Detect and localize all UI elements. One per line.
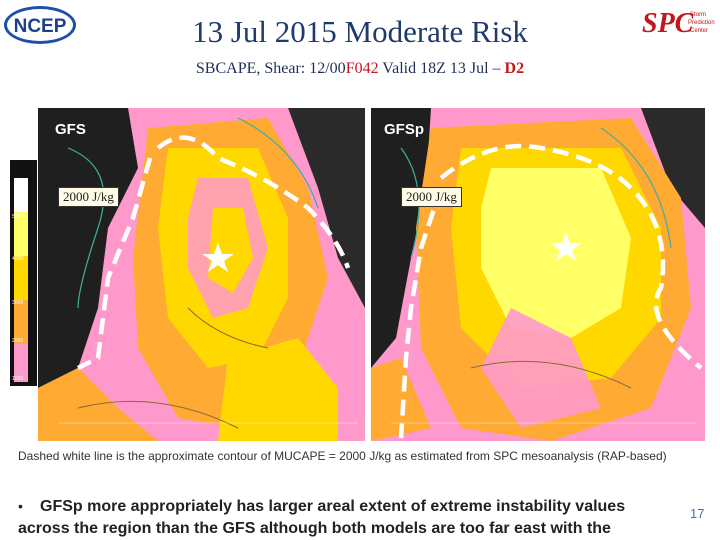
colorbar-segment-orange [14, 300, 28, 344]
svg-text:Storm: Storm [690, 12, 706, 18]
svg-text:Center: Center [690, 28, 708, 34]
subtitle-valid: Valid 18Z 13 Jul – [378, 60, 505, 77]
svg-text:Prediction: Prediction [688, 20, 715, 26]
ncep-logo-text: NCEP [14, 16, 67, 37]
colorbar-segment-pink [14, 344, 28, 382]
subtitle-forecast-hour: F042 [345, 60, 379, 77]
gfsp-map: GFSp 2000 J/kg [371, 108, 705, 441]
colorbar-segment-white [14, 178, 28, 212]
bullet-text: GFSp more appropriately has larger areal… [18, 496, 678, 540]
colorbar-tick: 4000 [12, 256, 23, 262]
colorbar-tick: 2000 [12, 338, 23, 344]
slide-title: 13 Jul 2015 Moderate Risk [192, 14, 528, 49]
cape-colorbar: 5000 4000 3000 2000 1000 [10, 160, 37, 386]
subtitle-prefix: SBCAPE, Shear: 12/00 [195, 60, 346, 77]
colorbar-tick: 5000 [12, 214, 23, 220]
colorbar-segment-lightyellow [14, 212, 28, 256]
gfs-map: GFS 2000 J/kg [38, 108, 365, 441]
gfs-cape-label: 2000 J/kg [58, 187, 119, 207]
svg-text:SPC: SPC [642, 8, 694, 39]
star-marker-icon [202, 243, 234, 272]
colorbar-tick: 1000 [12, 376, 23, 382]
ncep-logo: NCEP [2, 4, 78, 46]
colorbar-segment-yellow [14, 256, 28, 300]
bullet-text-content: GFSp more appropriately has larger areal… [18, 498, 626, 537]
bullet-point-icon: • [18, 498, 23, 514]
gfsp-model-label: GFSp [384, 121, 424, 138]
slide-subtitle: SBCAPE, Shear: 12/00F042 Valid 18Z 13 Ju… [0, 60, 720, 78]
colorbar-tick: 3000 [12, 300, 23, 306]
gfsp-cape-label: 2000 J/kg [401, 187, 462, 207]
spc-logo: SPC Storm Prediction Center [640, 2, 718, 48]
figure-caption: Dashed white line is the approximate con… [18, 449, 667, 463]
subtitle-day: D2 [504, 60, 525, 77]
page-number: 17 [690, 506, 705, 521]
gfs-model-label: GFS [55, 121, 86, 138]
star-marker-icon [550, 232, 582, 261]
